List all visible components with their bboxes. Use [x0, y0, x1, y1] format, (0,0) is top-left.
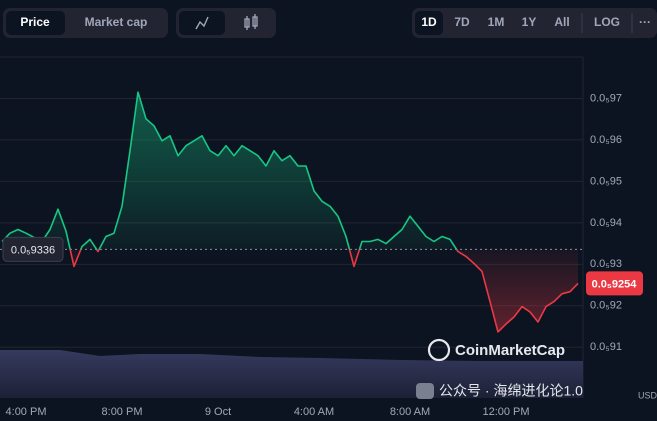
range-tab[interactable]: 1Y	[522, 15, 537, 29]
tab-price[interactable]: Price	[20, 15, 50, 29]
reference-label: 0.0₅9336	[11, 244, 55, 256]
current-label: 0.0₅9254	[592, 278, 638, 290]
y-tick-label: 0.0₅91	[590, 341, 622, 353]
brand-logo	[427, 338, 451, 362]
range-active[interactable]	[415, 11, 443, 35]
reference-badge	[2, 236, 64, 262]
range-tab[interactable]: All	[554, 15, 569, 29]
x-tick-label: 9 Oct	[205, 406, 231, 418]
candle-icon[interactable]	[244, 14, 258, 30]
range-group	[412, 8, 657, 38]
y-tick-label: 0.0₅94	[590, 217, 622, 229]
log-toggle[interactable]: LOG	[594, 15, 620, 29]
tab-active[interactable]	[6, 11, 65, 35]
y-tick-label: 0.0₅93	[590, 258, 622, 270]
y-tick-label: 0.0₅92	[590, 300, 622, 312]
range-tab[interactable]: 7D	[454, 15, 470, 29]
x-tick-label: 8:00 AM	[390, 406, 430, 418]
range-tab[interactable]: 1D	[421, 15, 437, 29]
x-tick-label: 12:00 PM	[482, 406, 529, 418]
price-line	[1, 91, 579, 333]
x-tick-label: 4:00 AM	[294, 406, 334, 418]
price-area	[2, 92, 578, 332]
x-tick-label: 8:00 PM	[102, 406, 143, 418]
y-tick-label: 0.0₅96	[590, 134, 622, 146]
more-menu[interactable]: ···	[639, 15, 651, 29]
y-tick-label: 0.0₅97	[590, 92, 622, 104]
x-tick-label: 4:00 PM	[6, 406, 47, 418]
line-icon-btn[interactable]	[179, 11, 225, 35]
range-tab[interactable]: 1M	[488, 15, 505, 29]
volume-area	[0, 350, 583, 398]
unit: USD	[638, 390, 657, 400]
wechat-icon	[416, 383, 434, 399]
y-tick-label: 0.0₅95	[590, 175, 622, 187]
tab-market-cap[interactable]: Market cap	[85, 15, 148, 29]
current-badge	[586, 271, 643, 296]
line-icon	[195, 16, 209, 30]
plot: 0.0₅91 0.0₅92 0.0₅93 0.0₅94 0.0₅95 0.0₅96 0.0₅…	[0, 91, 643, 418]
channel: 公众号 · 海绵进化论1.0	[439, 383, 583, 399]
brand: CoinMarketCap	[455, 342, 565, 359]
